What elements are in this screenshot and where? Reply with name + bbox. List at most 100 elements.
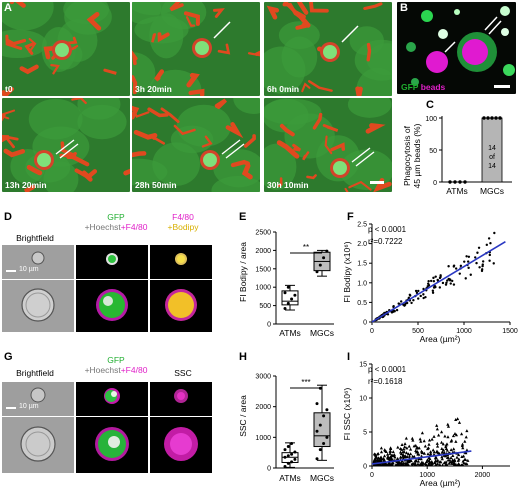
- data-point: [439, 274, 442, 277]
- data-point: [455, 455, 459, 459]
- ytick-label: 0: [363, 320, 367, 327]
- data-point: [419, 439, 423, 443]
- data-point: [402, 454, 406, 458]
- data-point: [383, 461, 387, 465]
- data-point: [393, 455, 397, 459]
- data-point: [450, 438, 454, 442]
- data-point: [438, 460, 442, 464]
- data-point: [474, 256, 477, 259]
- f-ticks: 0 0.5 1.0 1.5 2.0 2.5 0 500 1000 1500: [357, 222, 518, 336]
- scale-bar: [370, 181, 384, 184]
- data-point: [443, 434, 447, 438]
- data-point: [322, 256, 326, 260]
- data-point: [410, 462, 414, 466]
- data-point: [465, 448, 469, 452]
- data-point: [286, 445, 290, 449]
- panel-label-b: B: [400, 2, 408, 14]
- panel-label-g: G: [4, 351, 13, 363]
- ytick-label: 2.0: [357, 241, 367, 248]
- data-point: [426, 452, 430, 456]
- data-point: [396, 456, 400, 460]
- data-point: [434, 458, 438, 462]
- data-point: [406, 452, 410, 456]
- data-point: [459, 264, 463, 268]
- data-point: [388, 455, 393, 459]
- data-point: [290, 452, 294, 456]
- data-point: [464, 462, 468, 466]
- data-point: [445, 442, 449, 446]
- data-point: [429, 450, 433, 454]
- data-point: [467, 255, 471, 258]
- data-point: [435, 427, 439, 431]
- data-point: [414, 458, 418, 462]
- legend-gfp: GFP: [401, 82, 419, 92]
- data-point: [454, 418, 458, 422]
- ytick-label: 1.5: [357, 261, 367, 268]
- data-point: [456, 417, 460, 421]
- data-point: [447, 278, 451, 281]
- data-point: [378, 459, 382, 463]
- data-point: [290, 297, 294, 301]
- data-point: [463, 439, 467, 443]
- data-point: [283, 464, 287, 468]
- data-point: [485, 243, 489, 247]
- data-point: [394, 463, 398, 467]
- data-point: [427, 463, 432, 467]
- data-point: [404, 436, 408, 440]
- g-ssc-large: [150, 417, 212, 473]
- data-point: [465, 255, 468, 258]
- g-gfp: GFP: [107, 355, 125, 365]
- data-point: [440, 455, 444, 459]
- ytick-label: 10: [359, 396, 367, 403]
- data-point: [429, 279, 433, 283]
- data-point: [290, 441, 294, 445]
- data-point: [430, 437, 434, 441]
- data-point: [372, 452, 377, 456]
- i-xlabel: Area (µm²): [420, 478, 461, 488]
- timelapse-frame: 6h 0min: [264, 2, 392, 96]
- data-point: [422, 451, 427, 455]
- timelapse-frame: t0: [2, 2, 130, 96]
- data-point: [452, 264, 456, 267]
- ytick-label: 1000: [255, 435, 271, 442]
- xtick-label: 1500: [502, 328, 518, 335]
- data-point: [388, 449, 392, 453]
- data-point: [382, 454, 387, 458]
- data-point: [449, 282, 452, 285]
- data-point: [437, 433, 441, 437]
- data-point: [467, 266, 470, 270]
- timelapse-frame: 13h 20min: [2, 98, 130, 192]
- data-point: [402, 450, 406, 454]
- data-point: [481, 260, 485, 263]
- data-point: [426, 458, 430, 462]
- d-col-gfp-header: GFP +Hoechst+F4/80: [72, 212, 160, 232]
- data-point: [434, 456, 438, 460]
- panel-b-image: GFP beads: [397, 2, 516, 94]
- data-point: [436, 278, 439, 282]
- data-point: [432, 286, 436, 289]
- data-point: [385, 456, 390, 460]
- data-point: [415, 449, 420, 453]
- c-ylabel-2: 45 µm beads (%): [412, 123, 422, 188]
- data-point: [318, 423, 322, 427]
- panel-label-e: E: [239, 211, 247, 223]
- d-f480: +F4/80: [120, 222, 148, 232]
- data-point: [477, 246, 481, 250]
- data-point: [386, 452, 390, 456]
- data-point: [432, 434, 436, 438]
- data-point: [410, 301, 413, 305]
- data-point: [431, 289, 435, 292]
- e-cat-atms: ATMs: [279, 328, 301, 338]
- i-ylabel: FI SSC (x10⁶): [342, 388, 352, 441]
- frame-time-label: t0: [5, 84, 13, 94]
- data-point: [419, 449, 424, 453]
- data-point: [451, 453, 455, 457]
- data-point: [442, 461, 446, 465]
- h-cat-mgcs: MGCs: [310, 473, 334, 483]
- data-point: [436, 451, 440, 455]
- d-gfp-small: [76, 245, 148, 279]
- f-r2: r²=0.7222: [368, 237, 403, 246]
- data-point: [379, 446, 383, 450]
- ytick-label: 2000: [255, 248, 271, 255]
- data-point: [424, 295, 427, 299]
